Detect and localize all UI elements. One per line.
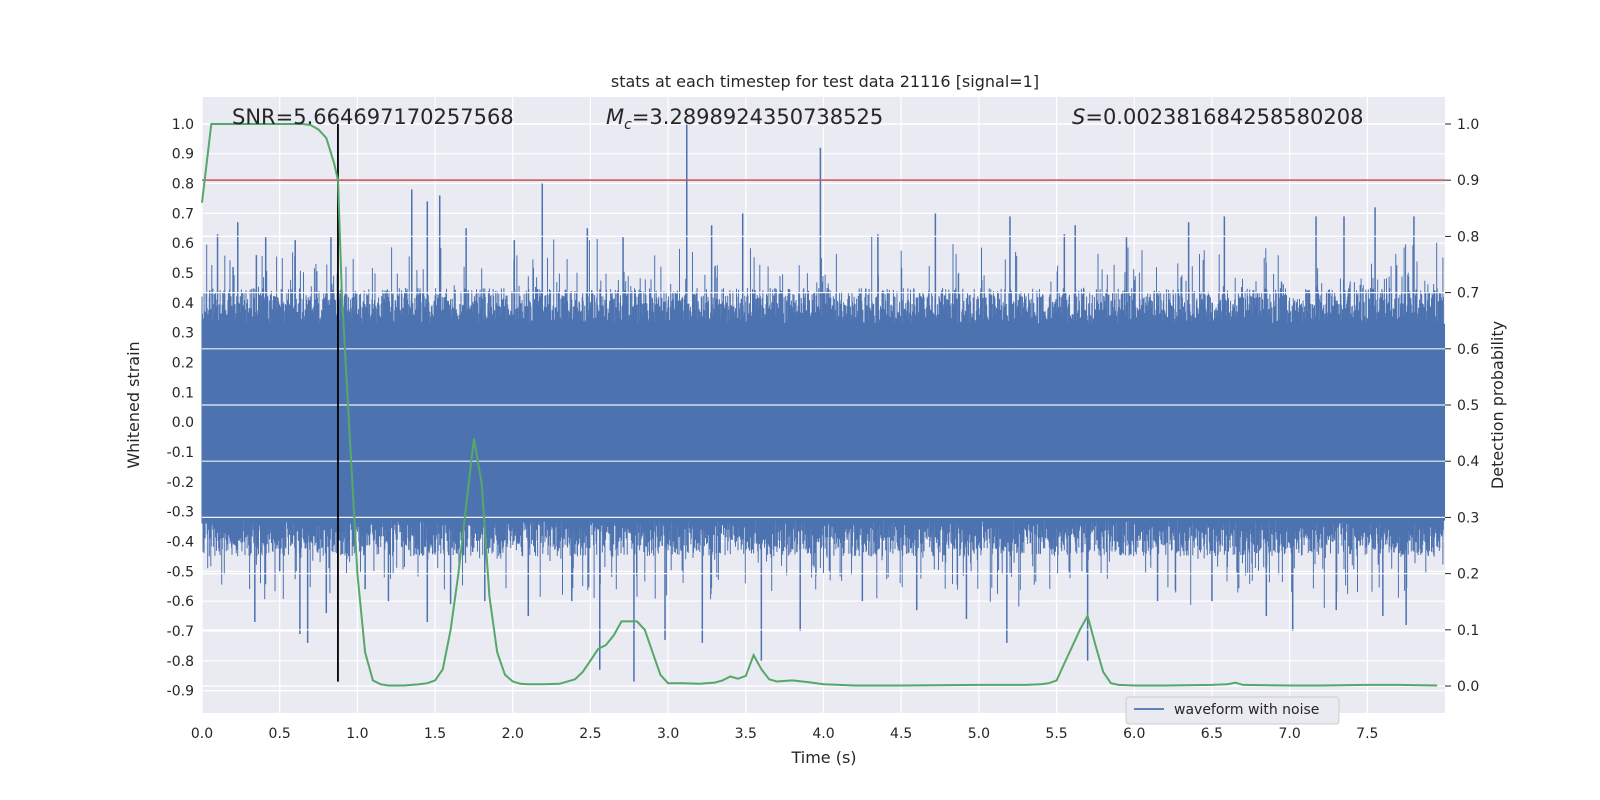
y2-tick-label: 0.2	[1457, 567, 1479, 583]
x-tick-label: 2.0	[502, 726, 524, 742]
x-tick-label: 2.5	[579, 726, 601, 742]
chart-title: stats at each timestep for test data 211…	[611, 72, 1039, 91]
legend: waveform with noise	[1125, 696, 1340, 725]
x-tick-label: 4.0	[812, 726, 834, 742]
y-tick-label: -0.9	[167, 684, 194, 700]
probability-line	[201, 123, 1438, 687]
y-tick-label: 0.4	[172, 296, 194, 312]
y2-tick-label: 1.0	[1457, 117, 1479, 133]
annotation-mc-subscript: c	[624, 117, 632, 133]
y-tick-label: 0.1	[172, 385, 194, 401]
y2-tick-label: 0.7	[1457, 286, 1479, 302]
y-tick-label: -0.3	[167, 505, 194, 521]
y2-tick-label: 0.0	[1457, 679, 1479, 695]
x-tick-label: 1.0	[346, 726, 368, 742]
x-tick-label: 1.5	[424, 726, 446, 742]
y-tick-label: 0.9	[172, 147, 194, 163]
annotation-snr: SNR=5.664697170257568	[232, 105, 514, 129]
x-tick-label: 4.5	[890, 726, 912, 742]
annotation-s-symbol: S	[1072, 105, 1085, 129]
y-tick-label: 0.8	[172, 177, 194, 193]
annotation-mc: Mc=3.2898924350738525	[606, 105, 883, 133]
y-tick-label: 0.5	[172, 266, 194, 282]
y-tick-label: 0.7	[172, 206, 194, 222]
y2-tick-label: 0.4	[1457, 454, 1479, 470]
x-tick-label: 5.0	[968, 726, 990, 742]
waveform-core	[202, 323, 1445, 521]
x-tick-label: 3.5	[735, 726, 757, 742]
y2-tick-label: 0.9	[1457, 173, 1479, 189]
y-tick-label: 0.6	[172, 236, 194, 252]
y-tick-label: -0.5	[167, 564, 194, 580]
y-tick-label: 1.0	[172, 117, 194, 133]
y-axis-label: Whitened strain	[124, 341, 143, 468]
y2-axis-label: Detection probability	[1488, 321, 1507, 489]
x-tick-label: 3.0	[657, 726, 679, 742]
waveform-series	[201, 123, 1445, 682]
y-tick-label: 0.3	[172, 326, 194, 342]
y2-tick-label: 0.3	[1457, 510, 1479, 526]
x-tick-label: 0.5	[269, 726, 291, 742]
y2-tick-label: 0.6	[1457, 342, 1479, 358]
y-tick-label: -0.6	[167, 594, 194, 610]
y-tick-label: -0.2	[167, 475, 194, 491]
y-tick-label: 0.0	[172, 415, 194, 431]
x-axis-label: Time (s)	[790, 748, 856, 767]
x-tick-label: 6.5	[1201, 726, 1223, 742]
x-tick-label: 5.5	[1045, 726, 1067, 742]
y2-tick-label: 0.8	[1457, 229, 1479, 245]
annotation-mc-value: =3.2898924350738525	[632, 105, 883, 129]
y-tick-label: -0.8	[167, 654, 194, 670]
annotation-s-value: =0.002381684258580208	[1085, 105, 1363, 129]
probability-series	[201, 123, 1438, 687]
annotation-s: S=0.002381684258580208	[1072, 105, 1363, 129]
y-tick-label: -0.1	[167, 445, 194, 461]
x-tick-label: 0.0	[191, 726, 213, 742]
legend-label: waveform with noise	[1174, 702, 1319, 718]
x-tick-label: 7.0	[1278, 726, 1300, 742]
y2-tick-label: 0.1	[1457, 623, 1479, 639]
y2-tick-label: 0.5	[1457, 398, 1479, 414]
y-tick-label: -0.4	[167, 534, 194, 550]
y-tick-label: -0.7	[167, 624, 194, 640]
x-tick-label: 6.0	[1123, 726, 1145, 742]
annotation-mc-symbol: M	[606, 105, 624, 129]
y-tick-label: 0.2	[172, 355, 194, 371]
x-tick-label: 7.5	[1356, 726, 1378, 742]
legend-box	[1125, 696, 1340, 725]
